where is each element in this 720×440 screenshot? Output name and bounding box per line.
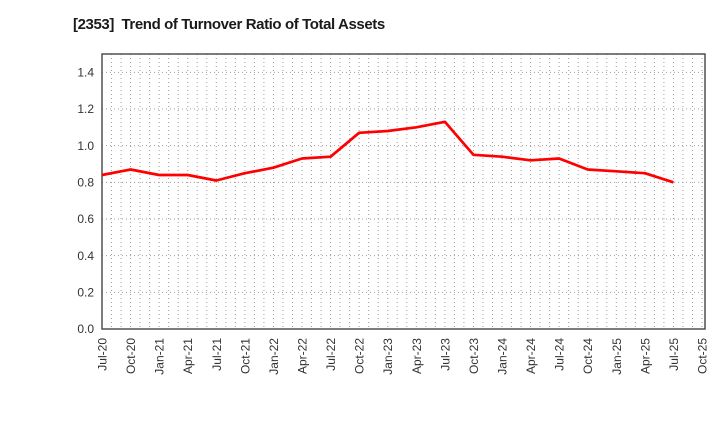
- x-tick-label: Jan-21: [153, 338, 167, 375]
- x-tick-label: Apr-23: [410, 338, 424, 374]
- x-tick-label: Apr-22: [296, 338, 310, 374]
- x-tick-label: Oct-20: [124, 338, 138, 374]
- y-tick-label: 0.6: [77, 212, 94, 226]
- x-tick-label: Oct-23: [467, 338, 481, 374]
- x-tick-label: Jan-22: [267, 338, 281, 375]
- x-tick-label: Jul-21: [210, 338, 224, 371]
- y-tick-label: 0.2: [77, 286, 94, 300]
- plot-frame: [101, 53, 706, 330]
- x-tick-label: Jul-24: [553, 338, 567, 371]
- x-tick-label: Jan-23: [381, 338, 395, 375]
- x-tick-label: Jul-22: [324, 338, 338, 371]
- y-tick-label: 0.8: [77, 176, 94, 190]
- x-tick-label: Jan-25: [610, 338, 624, 375]
- y-tick-label: 1.2: [77, 102, 94, 116]
- x-tick-label: Oct-24: [581, 338, 595, 374]
- y-tick-label: 1.0: [77, 139, 94, 153]
- x-tick-label: Jul-23: [438, 338, 452, 371]
- x-tick-label: Jul-20: [96, 338, 110, 371]
- x-tick-label: Oct-25: [696, 338, 710, 374]
- x-tick-label: Apr-25: [638, 338, 652, 374]
- series-line: [101, 120, 674, 184]
- y-tick-label: 0.4: [77, 249, 94, 263]
- chart-title: [2353] Trend of Turnover Ratio of Total …: [73, 16, 385, 33]
- y-tick-label: 0.0: [77, 322, 94, 336]
- x-tick-label: Jan-24: [496, 338, 510, 375]
- x-tick-label: Oct-21: [238, 338, 252, 374]
- x-tick-label: Apr-21: [181, 338, 195, 374]
- y-tick-label: 1.4: [77, 66, 94, 80]
- x-tick-label: Apr-24: [524, 338, 538, 374]
- x-tick-label: Oct-22: [353, 338, 367, 374]
- x-tick-label: Jul-25: [667, 338, 681, 371]
